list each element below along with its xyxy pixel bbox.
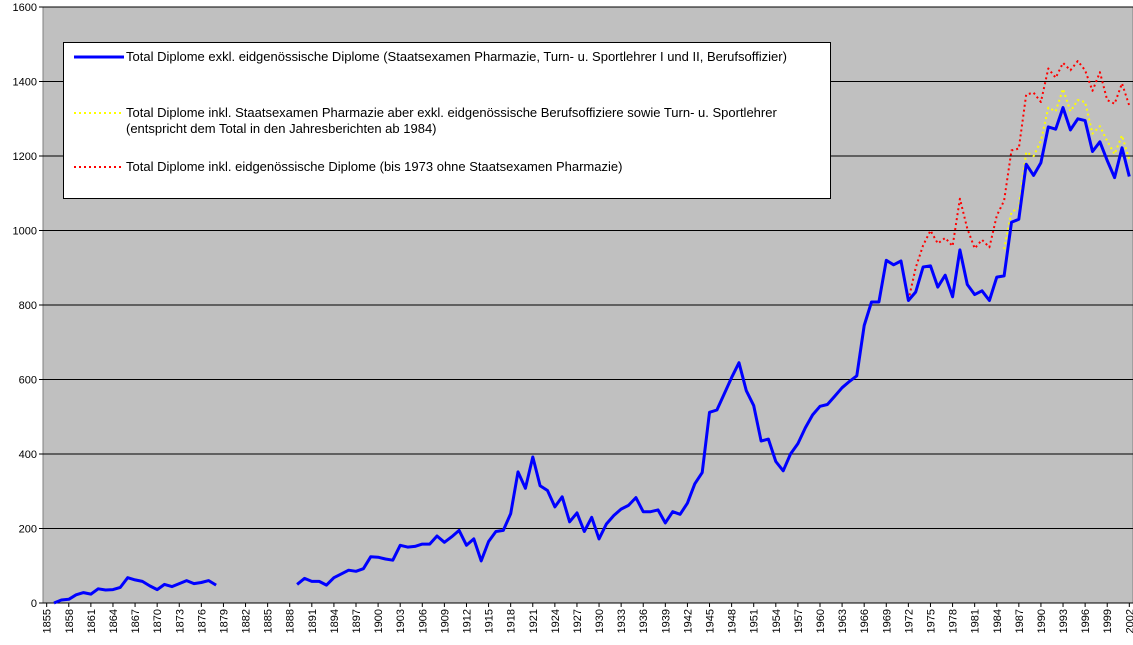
x-tick-label: 1975 (925, 609, 937, 633)
x-tick-label: 1936 (638, 609, 650, 633)
x-tick-label: 1996 (1080, 609, 1092, 633)
x-tick-label: 1900 (373, 609, 385, 633)
legend-swatch (74, 112, 124, 114)
x-tick-label: 1903 (395, 609, 407, 633)
x-tick-label: 1930 (594, 609, 606, 633)
x-tick-label: 1897 (351, 609, 363, 633)
x-tick-label: 1990 (1036, 609, 1048, 633)
x-tick-label: 1927 (572, 609, 584, 633)
legend-swatch (74, 55, 124, 59)
x-tick-label: 1882 (241, 609, 253, 633)
y-tick-label: 800 (19, 300, 37, 312)
series-line (53, 106, 1131, 605)
x-tick-label: 1867 (130, 609, 142, 633)
x-tick-label: 1876 (196, 609, 208, 633)
y-tick-label: 1200 (13, 151, 37, 163)
x-tick-label: 1891 (307, 609, 319, 633)
x-tick-label: 1912 (461, 609, 473, 633)
legend-entry: Total Diplome exkl. eidgenössische Diplo… (72, 49, 822, 65)
x-tick-label: 1879 (218, 609, 230, 633)
x-tick-label: 1864 (108, 609, 120, 633)
x-tick-label: 1921 (528, 609, 540, 633)
series-line (1003, 87, 1131, 250)
x-tick-label: 1978 (948, 609, 960, 633)
legend-swatch (74, 166, 124, 168)
x-tick-label: 1993 (1058, 609, 1070, 633)
x-tick-label: 1954 (771, 609, 783, 633)
x-tick-label: 1918 (506, 609, 518, 633)
x-tick-label: 1945 (705, 609, 717, 633)
legend-entry: Total Diplome inkl. Staatsexamen Pharmaz… (72, 105, 822, 137)
x-tick-label: 1969 (881, 609, 893, 633)
x-tick-label: 1855 (42, 609, 54, 633)
x-tick-label: 1948 (727, 609, 739, 633)
x-tick-label: 1873 (174, 609, 186, 633)
y-tick-label: 1000 (13, 226, 37, 238)
x-tick-label: 1984 (992, 609, 1004, 633)
x-tick-label: 1963 (837, 609, 849, 633)
x-tick-label: 1966 (859, 609, 871, 633)
x-tick-label: 1999 (1102, 609, 1114, 633)
x-tick-label: 1957 (793, 609, 805, 633)
y-tick-label: 0 (31, 598, 37, 610)
y-tick-label: 1600 (13, 2, 37, 14)
legend-entry: Total Diplome inkl. eidgenössische Diplo… (72, 159, 822, 175)
legend-label: Total Diplome inkl. eidgenössische Diplo… (126, 159, 623, 174)
legend: Total Diplome exkl. eidgenössische Diplo… (63, 42, 831, 199)
x-tick-label: 1861 (86, 609, 98, 633)
x-tick-label: 1981 (970, 609, 982, 633)
x-tick-label: 1933 (616, 609, 628, 633)
x-tick-label: 1960 (815, 609, 827, 633)
y-tick-label: 1400 (13, 77, 37, 89)
x-tick-label: 1915 (484, 609, 496, 633)
y-tick-label: 400 (19, 449, 37, 461)
x-tick-label: 1888 (285, 609, 297, 633)
x-tick-label: 1894 (329, 609, 341, 633)
y-tick-label: 600 (19, 375, 37, 387)
series-line (693, 60, 1131, 485)
y-tick-label: 200 (19, 524, 37, 536)
x-tick-label: 1939 (660, 609, 672, 633)
legend-label: Total Diplome inkl. Staatsexamen Pharmaz… (126, 105, 777, 136)
x-tick-label: 2002 (1124, 609, 1133, 633)
x-tick-label: 1870 (152, 609, 164, 633)
x-tick-label: 1942 (682, 609, 694, 633)
x-tick-label: 1909 (439, 609, 451, 633)
legend-label: Total Diplome exkl. eidgenössische Diplo… (126, 49, 787, 64)
x-tick-label: 1924 (550, 609, 562, 633)
x-tick-label: 1858 (64, 609, 76, 633)
x-tick-label: 1951 (749, 609, 761, 633)
x-tick-label: 1885 (263, 609, 275, 633)
x-tick-label: 1987 (1014, 609, 1026, 633)
x-tick-label: 1906 (417, 609, 429, 633)
x-tick-label: 1972 (903, 609, 915, 633)
